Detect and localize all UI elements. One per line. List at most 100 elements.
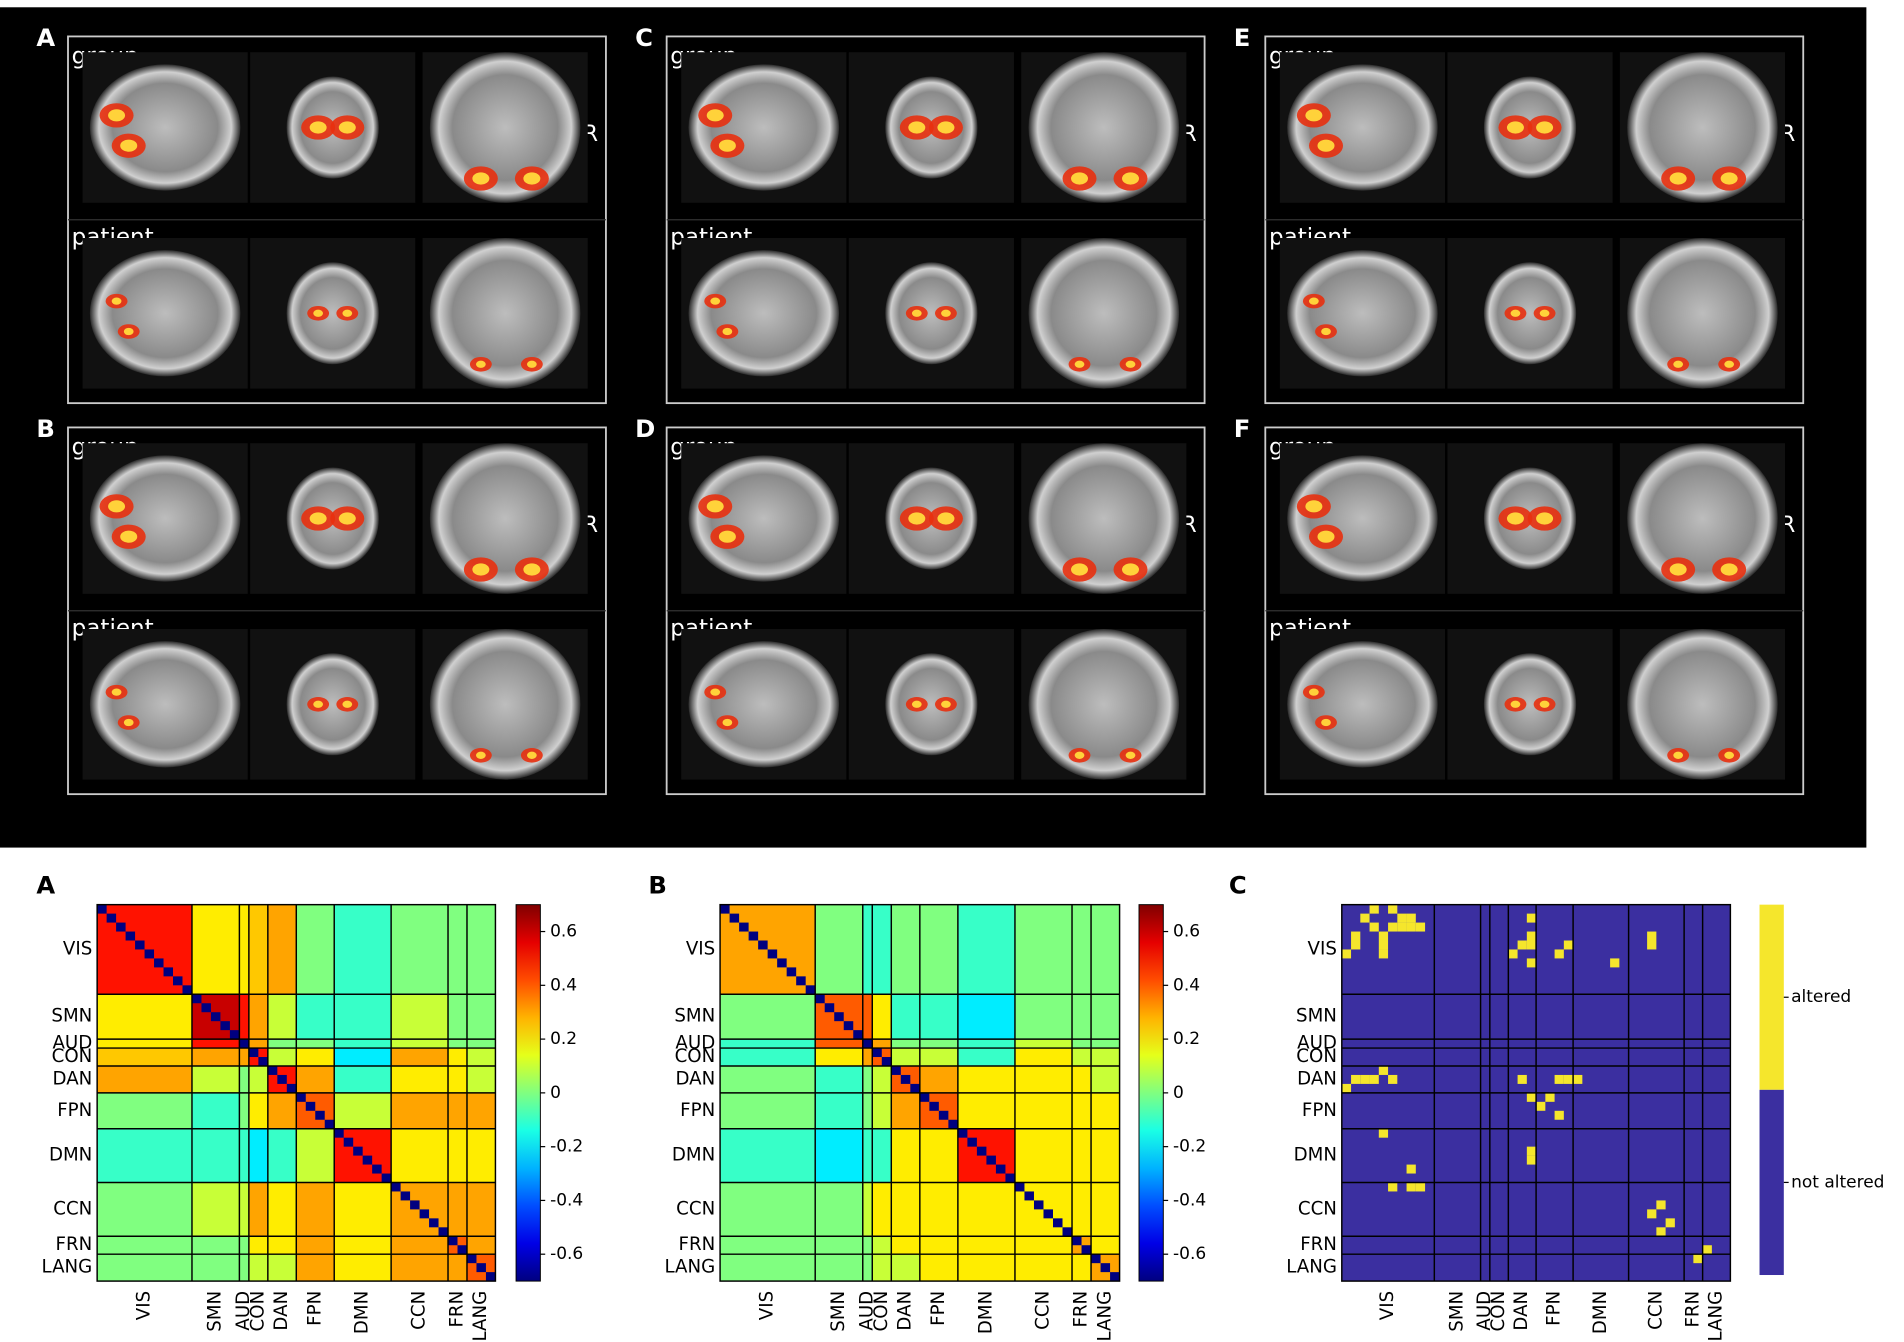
altered-cell (1647, 1209, 1657, 1219)
heatmap-block (720, 1039, 816, 1049)
brain-slice (89, 64, 241, 191)
heatmap-block (957, 1254, 1016, 1282)
heatmap-block (1014, 1065, 1073, 1094)
diagonal-cell (372, 1164, 382, 1174)
colorbar-tick-label: 0.2 (1173, 1029, 1200, 1049)
altered-cell (1388, 922, 1398, 932)
activation-core (1673, 360, 1684, 368)
diagonal-cell (248, 1048, 259, 1058)
altered-cell (1397, 913, 1407, 923)
heatmap-block (1014, 904, 1073, 995)
diagonal-cell (1053, 1218, 1063, 1228)
y-network-label: CON (52, 1046, 93, 1067)
heatmap-block (466, 1182, 496, 1237)
brain-slice (1627, 238, 1778, 389)
heatmap-block (448, 994, 468, 1040)
heatmap-block (862, 904, 873, 995)
diagonal-cell (995, 1164, 1006, 1174)
diagonal-cell (910, 1083, 920, 1093)
heatmap-block (191, 1236, 240, 1255)
diagonal-cell (986, 1155, 996, 1165)
diagonal-cell (729, 913, 740, 923)
heatmap-block (448, 1092, 468, 1130)
heatmap-block (815, 1128, 864, 1183)
activation-core (1536, 121, 1554, 134)
heatmap-block (919, 904, 959, 995)
x-network-label: CON (871, 1291, 892, 1332)
diagonal-cell (391, 1182, 401, 1192)
heatmap-block (448, 1128, 468, 1183)
diagonal-cell (258, 1057, 268, 1066)
colorbar-tick-label: -0.2 (1173, 1137, 1206, 1157)
diagonal-cell (97, 904, 107, 914)
altered-cell (1415, 1182, 1426, 1192)
activation-core (108, 500, 126, 513)
heatmap-block (391, 1065, 449, 1094)
heatmap-block (872, 1182, 892, 1237)
x-network-label: FPN (928, 1291, 949, 1326)
diagonal-cell (210, 1012, 221, 1022)
heatmap-block (1072, 1092, 1092, 1130)
heatmap-block (862, 994, 873, 1040)
x-network-label: FRN (1682, 1291, 1703, 1328)
colorbar-tick-label: -0.6 (550, 1244, 583, 1264)
heatmap-block (1072, 1128, 1092, 1183)
diagonal-cell (220, 1021, 230, 1031)
y-network-label: VIS (686, 938, 715, 959)
diagonal-cell (805, 985, 816, 995)
colorbar-tick-label: 0.6 (550, 922, 577, 942)
activation-core (1321, 327, 1331, 336)
heatmap-block (334, 1092, 392, 1130)
diagonal-cell (900, 1074, 911, 1084)
heatmap-block (466, 994, 496, 1040)
altered-cell (1610, 958, 1620, 968)
activation-core (472, 172, 490, 185)
heatmap-block (720, 994, 816, 1040)
y-network-label: CCN (53, 1198, 92, 1219)
activation-core (706, 500, 724, 513)
altered-cell (1360, 1074, 1370, 1084)
heatmap-block (239, 904, 250, 995)
heatmap-block (466, 1092, 496, 1130)
heatmap-block (466, 1048, 496, 1067)
heatmap-block (1091, 1048, 1120, 1067)
colorbar-tick-label: -0.4 (550, 1190, 583, 1210)
heatmap-block (448, 1039, 468, 1049)
heatmap-block (919, 1039, 959, 1049)
heatmap-block (296, 1182, 335, 1237)
heatmap-block (391, 1039, 449, 1049)
heatmap-block (239, 1128, 250, 1183)
brain-slice (1627, 443, 1778, 594)
y-network-label: FRN (1300, 1234, 1337, 1255)
brain-slice (885, 262, 978, 365)
altered-cell (1508, 949, 1518, 959)
y-network-label: FRN (678, 1234, 715, 1255)
heatmap-block (466, 1236, 496, 1255)
brain-slice (429, 629, 581, 780)
activation-core (527, 360, 537, 368)
activation-core (722, 327, 733, 336)
brain-slice (1287, 455, 1438, 582)
heatmap-block (267, 1182, 297, 1237)
legend-swatch (1759, 1089, 1784, 1276)
activation-core (908, 121, 926, 134)
y-network-label: FPN (57, 1100, 92, 1121)
diagonal-cell (872, 1048, 882, 1058)
diagonal-cell (173, 976, 183, 986)
diagonal-cell (466, 1254, 477, 1264)
activation-core (1125, 360, 1136, 368)
activation-core (706, 109, 724, 122)
heatmap-block (919, 1182, 959, 1237)
heatmap-block (391, 1128, 449, 1183)
heatmap-block (1014, 1254, 1073, 1282)
activation-core (1317, 139, 1335, 152)
panel-label: B (648, 870, 667, 899)
diagonal-cell (296, 1092, 306, 1102)
heatmap-block (862, 1065, 873, 1094)
activation-core (1673, 751, 1684, 759)
heatmap-block (957, 1039, 1016, 1049)
heatmap-block (391, 1236, 449, 1255)
heatmap-block (267, 1048, 297, 1067)
diagonal-cell (1100, 1263, 1111, 1273)
diagonal-cell (938, 1110, 949, 1120)
